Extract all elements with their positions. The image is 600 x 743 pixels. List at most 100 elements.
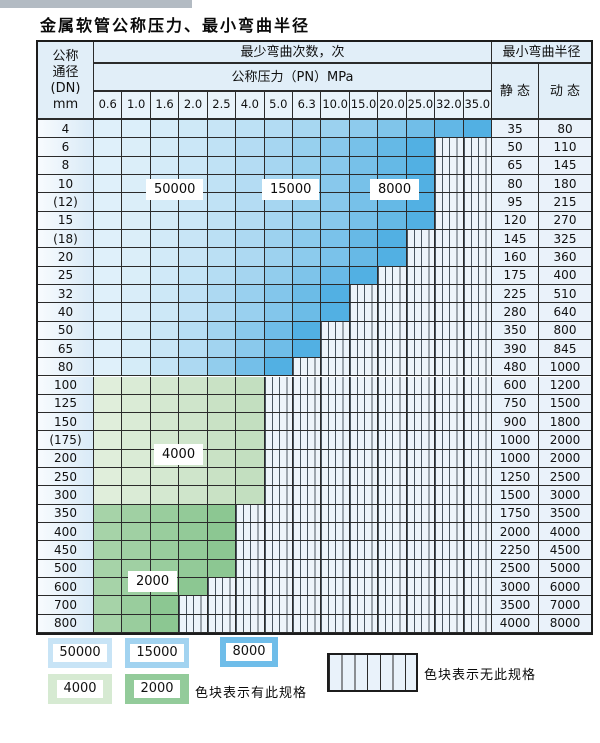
static-cell: 750	[492, 394, 539, 414]
grid-cell-dn350-pn15.0	[349, 504, 379, 524]
legend-swatch-50000: 50000	[48, 638, 112, 668]
grid-cell-dn4-pn25.0	[406, 120, 436, 139]
grid-cell-dn6-pn4.0	[236, 138, 265, 157]
static-cell: 2000	[492, 523, 539, 542]
grid-cell-dn4-pn2.5	[207, 120, 237, 139]
header-pressure-1.0: 1.0	[122, 92, 151, 120]
grid-cell-dn700-pn25.0	[406, 596, 436, 615]
grid-cell-dn200-pn20.0	[378, 449, 407, 469]
static-cell: 1250	[492, 468, 539, 487]
grid-cell-dn15-pn0.6	[94, 211, 123, 230]
dynamic-cell: 3000	[539, 486, 591, 505]
grid-cell-dn125-pn15.0	[349, 394, 379, 414]
grid-cell-dn6-pn20.0	[378, 138, 407, 157]
grid-cell-dn50-pn0.6	[94, 321, 123, 340]
grid-cell-dn15-pn35.0	[463, 211, 492, 230]
grid-cell-dn(175)-pn15.0	[349, 431, 379, 450]
grid-cell-dn600-pn32.0	[435, 578, 464, 597]
grid-cell-dn400-pn10.0	[321, 523, 350, 542]
grid-cell-dn50-pn6.3	[293, 321, 322, 340]
grid-cell-dn350-pn10.0	[321, 504, 350, 524]
grid-cell-dn80-pn10.0	[321, 358, 350, 377]
grid-cell-dn600-pn2.0	[179, 578, 208, 597]
grid-cell-dn200-pn25.0	[406, 449, 436, 469]
grid-cell-dn65-pn4.0	[236, 339, 265, 359]
static-cell: 2250	[492, 541, 539, 560]
static-cell: 1500	[492, 486, 539, 505]
dn-cell: 300	[38, 486, 94, 505]
grid-cell-dn(175)-pn20.0	[378, 431, 407, 450]
grid-cell-dn100-pn2.0	[179, 376, 208, 395]
grid-cell-dn150-pn6.3	[293, 413, 322, 432]
header-pressure-4.0: 4.0	[236, 92, 265, 120]
grid-cell-dn700-pn1.0	[122, 596, 151, 615]
grid-cell-dn4-pn4.0	[236, 120, 265, 139]
static-cell: 600	[492, 376, 539, 395]
grid-cell-dn200-pn5.0	[264, 449, 293, 469]
grid-cell-dn700-pn2.5	[207, 596, 237, 615]
grid-cell-dn300-pn2.0	[179, 486, 208, 505]
static-cell: 1750	[492, 504, 539, 524]
dn-cell: (12)	[38, 193, 94, 212]
grid-cell-dn125-pn2.0	[179, 394, 208, 414]
grid-cell-dn150-pn2.0	[179, 413, 208, 432]
header-pressure-5.0: 5.0	[264, 92, 293, 120]
grid-cell-dn40-pn20.0	[378, 303, 407, 322]
grid-cell-dn4-pn15.0	[349, 120, 379, 139]
grid-cell-dn65-pn1.0	[122, 339, 151, 359]
dynamic-cell: 4000	[539, 523, 591, 542]
grid-cell-dn100-pn20.0	[378, 376, 407, 395]
grid-cell-dn300-pn25.0	[406, 486, 436, 505]
grid-cell-dn15-pn1.0	[122, 211, 151, 230]
grid-cell-dn(175)-pn2.5	[207, 431, 237, 450]
dynamic-cell: 1000	[539, 358, 591, 377]
grid-cell-dn32-pn2.5	[207, 284, 237, 304]
grid-cell-dn(18)-pn35.0	[463, 229, 492, 249]
grid-cell-dn8-pn2.0	[179, 156, 208, 175]
dynamic-cell: 145	[539, 156, 591, 175]
grid-cell-dn300-pn4.0	[236, 486, 265, 505]
grid-cell-dn8-pn0.6	[94, 156, 123, 175]
dn-cell: 350	[38, 504, 94, 524]
grid-cell-dn32-pn4.0	[236, 284, 265, 304]
grid-cell-dn250-pn1.0	[122, 468, 151, 487]
grid-cell-dn(12)-pn4.0	[236, 193, 265, 212]
grid-cell-dn700-pn20.0	[378, 596, 407, 615]
grid-cell-dn8-pn25.0	[406, 156, 436, 175]
legend-swatch-label: 15000	[130, 644, 184, 662]
grid-cell-dn350-pn2.0	[179, 504, 208, 524]
grid-cell-dn4-pn10.0	[321, 120, 350, 139]
grid-cell-dn400-pn6.3	[293, 523, 322, 542]
grid-cell-dn125-pn32.0	[435, 394, 464, 414]
grid-cell-dn500-pn2.5	[207, 559, 237, 579]
grid-cell-dn32-pn32.0	[435, 284, 464, 304]
grid-cell-dn200-pn0.6	[94, 449, 123, 469]
grid-cell-dn300-pn2.5	[207, 486, 237, 505]
grid-cell-dn800-pn1.0	[122, 614, 151, 633]
grid-cell-dn32-pn1.0	[122, 284, 151, 304]
grid-cell-dn(175)-pn32.0	[435, 431, 464, 450]
grid-cell-dn80-pn20.0	[378, 358, 407, 377]
header-min-bend-radius: 最小弯曲半径	[492, 42, 591, 64]
header-pressure-2.0: 2.0	[179, 92, 208, 120]
grid-cell-dn150-pn5.0	[264, 413, 293, 432]
grid-cell-dn80-pn15.0	[349, 358, 379, 377]
grid-cell-dn200-pn32.0	[435, 449, 464, 469]
grid-cell-dn350-pn5.0	[264, 504, 293, 524]
header-dynamic: 动 态	[539, 64, 591, 120]
grid-cell-dn40-pn35.0	[463, 303, 492, 322]
grid-cell-dn400-pn1.6	[150, 523, 180, 542]
grid-cell-dn400-pn32.0	[435, 523, 464, 542]
grid-cell-dn20-pn25.0	[406, 248, 436, 267]
grid-cell-dn250-pn4.0	[236, 468, 265, 487]
grid-cell-dn150-pn20.0	[378, 413, 407, 432]
grid-cell-dn20-pn35.0	[463, 248, 492, 267]
grid-cell-dn80-pn2.5	[207, 358, 237, 377]
legend-no-spec-text: 色块表示无此规格	[424, 668, 537, 683]
grid-cell-dn300-pn0.6	[94, 486, 123, 505]
grid-cell-dn15-pn1.6	[150, 211, 180, 230]
dn-cell: 500	[38, 559, 94, 579]
grid-cell-dn80-pn25.0	[406, 358, 436, 377]
grid-cell-dn40-pn6.3	[293, 303, 322, 322]
grid-cell-dn6-pn2.5	[207, 138, 237, 157]
